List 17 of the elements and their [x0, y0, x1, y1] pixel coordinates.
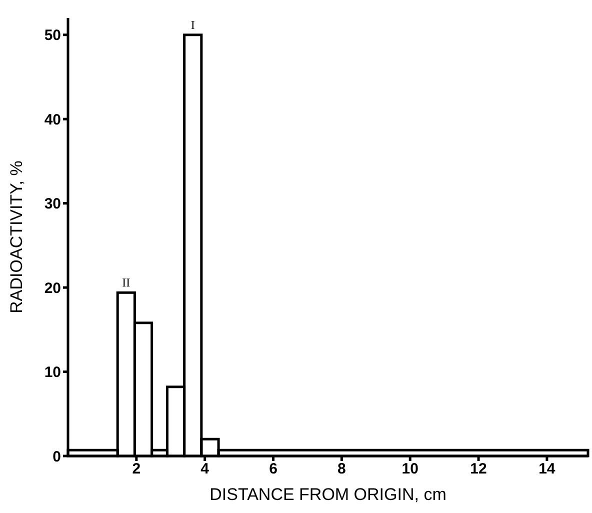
y-tick-label: 10 [44, 364, 61, 382]
x-tick-label: 2 [132, 460, 141, 478]
x-tick-label: 14 [538, 460, 556, 478]
x-axis-title: DISTANCE FROM ORIGIN, cm [210, 485, 446, 504]
x-tick-label: 12 [470, 460, 487, 478]
annotation: II [122, 276, 130, 290]
y-tick-label: 20 [44, 280, 61, 297]
x-tick-label: 4 [200, 460, 210, 478]
y-tick-label: 50 [44, 27, 61, 44]
y-tick-label: 0 [52, 448, 61, 466]
annotation: I [190, 18, 195, 32]
x-tick-label: 8 [338, 460, 346, 478]
y-tick-label: 30 [44, 196, 61, 213]
y-tick-label: 40 [44, 111, 61, 128]
x-tick-label: 6 [269, 460, 278, 478]
x-tick-label: 10 [402, 460, 418, 478]
y-axis-title: RADIOACTIVITY, % [7, 160, 26, 314]
